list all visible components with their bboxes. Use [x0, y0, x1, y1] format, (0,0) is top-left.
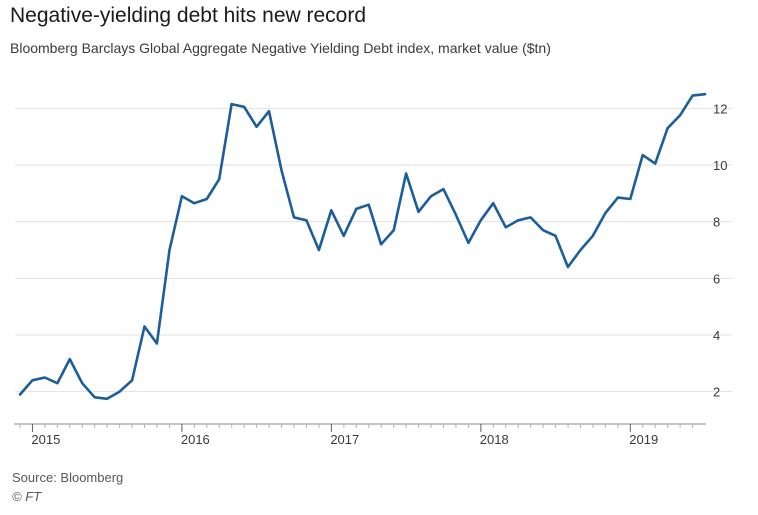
- y-tick-label: 12: [713, 101, 727, 116]
- y-tick-label: 4: [713, 328, 720, 343]
- y-axis-labels: 2 4 6 8 10 12: [713, 101, 727, 399]
- chart-title: Negative-yielding debt hits new record: [10, 4, 367, 27]
- y-tick-label: 8: [713, 215, 720, 230]
- x-tick-label: 2018: [480, 432, 509, 447]
- y-tick-label: 6: [713, 271, 720, 286]
- data-series: [18, 92, 707, 401]
- grid-lines: [15, 107, 732, 393]
- y-tick-label: 2: [713, 385, 720, 400]
- x-tick-label: 2017: [330, 432, 359, 447]
- source-note: Source: Bloomberg: [12, 470, 124, 485]
- x-tick-label: 2015: [31, 432, 60, 447]
- chart-subtitle: Bloomberg Barclays Global Aggregate Nega…: [10, 40, 551, 56]
- x-axis: 2015 2016 2017 2018 2019: [14, 423, 706, 447]
- x-tick-label: 2016: [181, 432, 210, 447]
- x-tick-label: 2019: [629, 432, 658, 447]
- credit-note: © FT: [12, 489, 42, 504]
- series-line: [18, 92, 707, 401]
- y-tick-label: 10: [713, 158, 727, 173]
